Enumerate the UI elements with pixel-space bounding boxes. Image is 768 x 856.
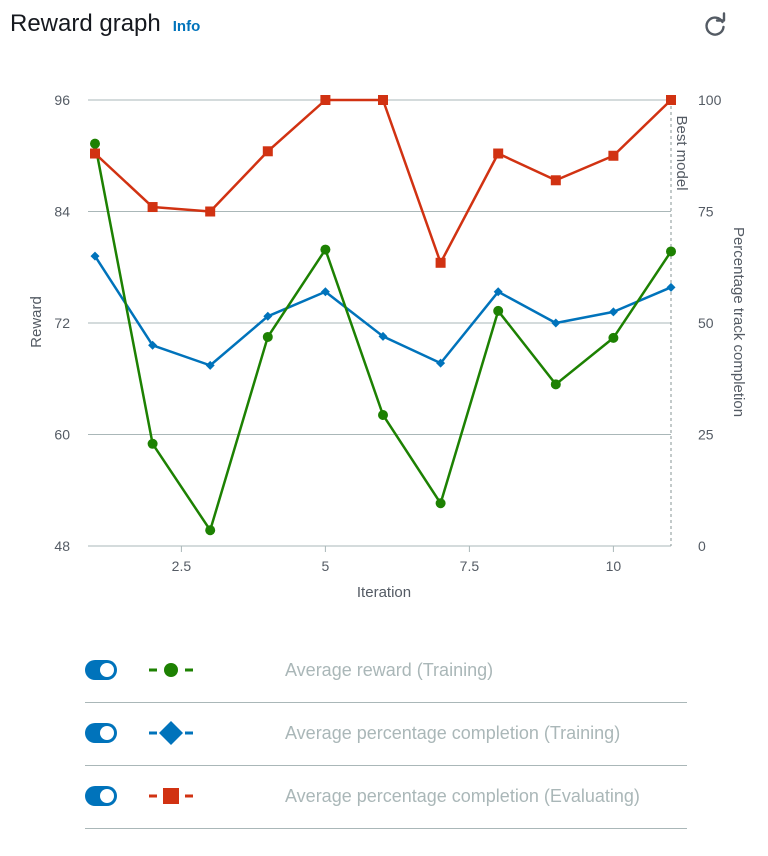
y2-tick-label: 75	[698, 204, 714, 220]
x-tick-label: 2.5	[172, 558, 192, 574]
green-circle-line-icon	[149, 663, 193, 677]
data-point-diamond	[378, 331, 388, 341]
data-point-square	[666, 95, 676, 105]
header: Reward graph Info	[10, 10, 200, 38]
data-point-square	[493, 148, 504, 159]
data-point-diamond	[493, 287, 503, 297]
data-point-circle	[262, 331, 273, 342]
toggle-knob	[100, 789, 114, 803]
blue-diamond-line-icon	[149, 721, 193, 745]
refresh-icon[interactable]	[700, 10, 730, 40]
y2-tick-label: 25	[698, 427, 714, 443]
series-toggle[interactable]	[85, 723, 117, 743]
data-point-circle	[378, 409, 388, 420]
x-tick-label: 10	[606, 558, 622, 574]
data-point-circle	[608, 332, 619, 343]
data-point-circle	[147, 438, 158, 449]
y-tick-label: 72	[54, 315, 70, 331]
data-point-square	[147, 202, 158, 213]
x-axis-label: Iteration	[357, 584, 411, 601]
legend: Average reward (Training) Average percen…	[85, 640, 687, 829]
data-point-square	[262, 146, 273, 157]
y2-axis-label: Percentage track completion	[730, 227, 747, 417]
legend-label: Average percentage completion (Training)	[285, 723, 621, 743]
y2-tick-label: 50	[698, 315, 714, 331]
data-point-circle	[205, 525, 216, 536]
y2-tick-label: 0	[698, 538, 706, 554]
y-tick-label: 60	[54, 427, 70, 443]
data-point-diamond	[436, 358, 446, 368]
data-point-diamond	[205, 360, 215, 370]
x-tick-label: 7.5	[460, 558, 480, 574]
data-point-diamond	[551, 318, 561, 328]
data-point-circle	[550, 379, 561, 390]
data-point-circle	[320, 244, 331, 255]
series-line	[94, 98, 672, 265]
data-point-diamond	[263, 311, 273, 321]
y-tick-label: 84	[54, 204, 70, 220]
page-title: Reward graph	[10, 10, 161, 37]
legend-item-average-reward-training: Average reward (Training)	[85, 640, 687, 703]
data-point-square	[320, 95, 331, 105]
series-toggle[interactable]	[85, 660, 117, 680]
data-point-circle	[90, 138, 100, 149]
best-model-label: Best model	[673, 115, 690, 190]
data-point-square	[205, 206, 216, 217]
info-link[interactable]: Info	[172, 18, 201, 35]
toggle-knob	[100, 726, 114, 740]
data-point-diamond	[90, 251, 100, 261]
data-point-circle	[493, 305, 504, 316]
toggle-knob	[100, 663, 114, 677]
data-point-diamond	[666, 282, 676, 292]
y-axis-label: Reward	[28, 296, 45, 348]
data-point-circle	[666, 246, 676, 257]
y-tick-label: 48	[54, 538, 70, 554]
data-point-diamond	[608, 307, 618, 317]
data-point-square	[550, 175, 561, 186]
legend-item-avg-completion-evaluating: Average percentage completion (Evaluatin…	[85, 766, 687, 829]
legend-item-avg-completion-training: Average percentage completion (Training)	[85, 703, 687, 766]
red-square-line-icon	[149, 788, 193, 804]
data-point-circle	[435, 498, 446, 509]
data-point-square	[378, 95, 388, 105]
data-point-square	[90, 148, 100, 159]
legend-label: Average reward (Training)	[285, 660, 494, 680]
data-point-diamond	[148, 340, 158, 350]
y-tick-label: 96	[54, 92, 70, 108]
data-point-square	[608, 150, 619, 161]
series-line	[93, 255, 672, 367]
y2-tick-label: 100	[698, 92, 722, 108]
legend-label: Average percentage completion (Evaluatin…	[285, 786, 640, 806]
x-tick-label: 5	[322, 558, 330, 574]
series-toggle[interactable]	[85, 786, 117, 806]
data-point-diamond	[320, 287, 330, 297]
data-point-square	[435, 257, 446, 268]
